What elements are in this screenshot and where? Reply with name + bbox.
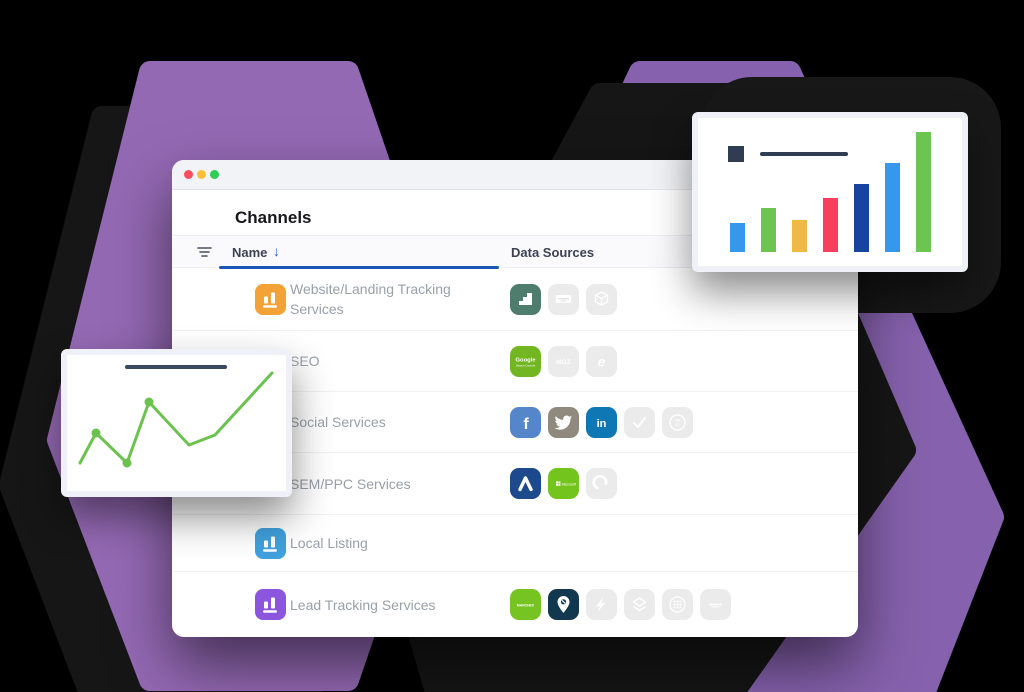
channel-bar-chart-icon bbox=[255, 527, 286, 559]
legend-swatch bbox=[728, 146, 744, 162]
legend-title-line bbox=[760, 152, 848, 156]
channel-name: Website/Landing Tracking Services bbox=[290, 281, 451, 317]
moz-icon[interactable]: MOZ bbox=[548, 345, 579, 377]
svg-text:Microsoft: Microsoft bbox=[562, 482, 577, 486]
svg-text:f: f bbox=[523, 416, 529, 433]
zoom-button[interactable] bbox=[210, 170, 219, 179]
facebook-icon[interactable]: f bbox=[510, 406, 541, 438]
data-source-icons bbox=[510, 283, 617, 315]
page-title: Channels bbox=[235, 208, 312, 227]
sort-underline bbox=[219, 266, 499, 269]
channel-row-social-services[interactable]: Social Services f in YE XT bbox=[172, 392, 858, 453]
data-source-icons: Microsoft bbox=[510, 468, 617, 499]
marchex-icon[interactable]: MARCHEX bbox=[510, 589, 541, 620]
twitter-icon[interactable] bbox=[548, 406, 579, 438]
channel-name: Lead Tracking Services bbox=[290, 596, 436, 613]
bar-chart-card bbox=[692, 112, 968, 272]
badge-icon[interactable] bbox=[548, 283, 579, 315]
channel-name: Local Listing bbox=[290, 535, 368, 551]
column-header-data-sources[interactable]: Data Sources bbox=[511, 245, 595, 260]
channel-row-seo[interactable]: SEO Google Search Console MOZ e bbox=[172, 331, 858, 392]
sort-desc-icon[interactable]: ↓ bbox=[273, 243, 280, 259]
yext-icon[interactable]: YE XT bbox=[662, 406, 693, 438]
svg-text:Search Console: Search Console bbox=[516, 363, 536, 367]
column-header-name[interactable]: Name bbox=[232, 245, 268, 260]
line-chart bbox=[78, 371, 274, 468]
close-button[interactable] bbox=[184, 170, 193, 179]
channel-name: SEM/PPC Services bbox=[290, 475, 411, 492]
channel-row-website-landing-tracking-services[interactable]: Website/Landing Tracking Services bbox=[172, 268, 858, 331]
google-ads-icon[interactable] bbox=[510, 468, 541, 499]
channel-name: Social Services bbox=[290, 414, 386, 430]
filter-icon[interactable] bbox=[197, 246, 212, 258]
wordmark-icon[interactable] bbox=[700, 589, 731, 620]
data-source-icons: Google Search Console MOZ e bbox=[510, 345, 617, 377]
svg-text:YE: YE bbox=[675, 417, 681, 422]
channels-table: Website/Landing Tracking Services SEO Goog… bbox=[172, 268, 858, 637]
waffle-icon[interactable] bbox=[662, 589, 693, 620]
data-source-icons: f in YE XT bbox=[510, 406, 693, 438]
channel-bar-chart-icon bbox=[255, 283, 286, 315]
minimize-button[interactable] bbox=[197, 170, 206, 179]
swirl-e-icon[interactable]: e bbox=[586, 345, 617, 377]
call-tracking-pin-icon[interactable] bbox=[548, 589, 579, 620]
svg-text:in: in bbox=[597, 418, 607, 430]
channel-name: SEO bbox=[290, 353, 320, 369]
bolt-icon[interactable] bbox=[586, 589, 617, 620]
svg-text:Google: Google bbox=[516, 357, 537, 363]
google-search-console-icon[interactable]: Google Search Console bbox=[510, 345, 541, 377]
steps-analytics-icon[interactable] bbox=[510, 283, 541, 315]
layers-icon[interactable] bbox=[624, 589, 655, 620]
channel-row-lead-tracking-services[interactable]: Lead Tracking Services MARCHEX bbox=[172, 572, 858, 637]
svg-text:MARCHEX: MARCHEX bbox=[517, 603, 535, 607]
bar-chart bbox=[730, 132, 931, 252]
cube-icon[interactable] bbox=[586, 283, 617, 315]
check-icon[interactable] bbox=[624, 406, 655, 438]
svg-text:MOZ: MOZ bbox=[556, 359, 570, 366]
svg-text:e: e bbox=[598, 353, 606, 369]
svg-text:XT: XT bbox=[675, 422, 681, 427]
data-source-icons: MARCHEX bbox=[510, 589, 731, 620]
swirl-icon[interactable] bbox=[586, 468, 617, 499]
channel-row-local-listing[interactable]: Local Listing bbox=[172, 515, 858, 572]
line-chart-card bbox=[61, 349, 292, 497]
chart-title-line bbox=[125, 365, 227, 369]
channel-bar-chart-icon bbox=[255, 589, 286, 620]
microsoft-ads-icon[interactable]: Microsoft bbox=[548, 468, 579, 499]
linkedin-icon[interactable]: in bbox=[586, 406, 617, 438]
channel-row-sem-ppc-services[interactable]: SEM/PPC Services Microsoft bbox=[172, 453, 858, 515]
